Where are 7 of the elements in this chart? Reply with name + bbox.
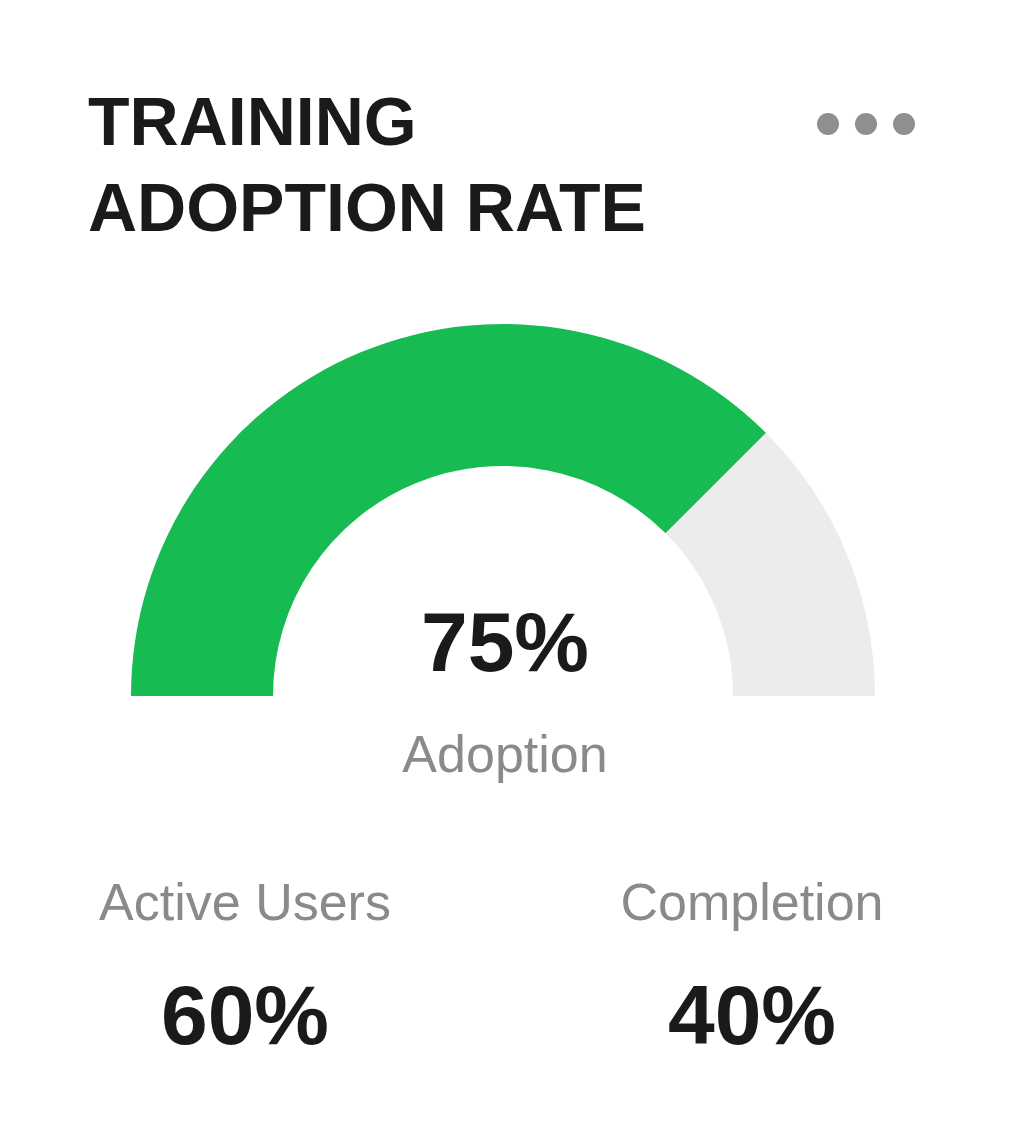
text: 40% [667, 968, 837, 1062]
data-label: 75% [420, 595, 590, 689]
text: Active Users [99, 873, 391, 931]
slice-label: Adoption [402, 725, 608, 783]
chart-title: TRAINING ADOPTION RATE [88, 82, 647, 247]
text: Completion [620, 873, 884, 931]
text: 60% [160, 968, 330, 1062]
